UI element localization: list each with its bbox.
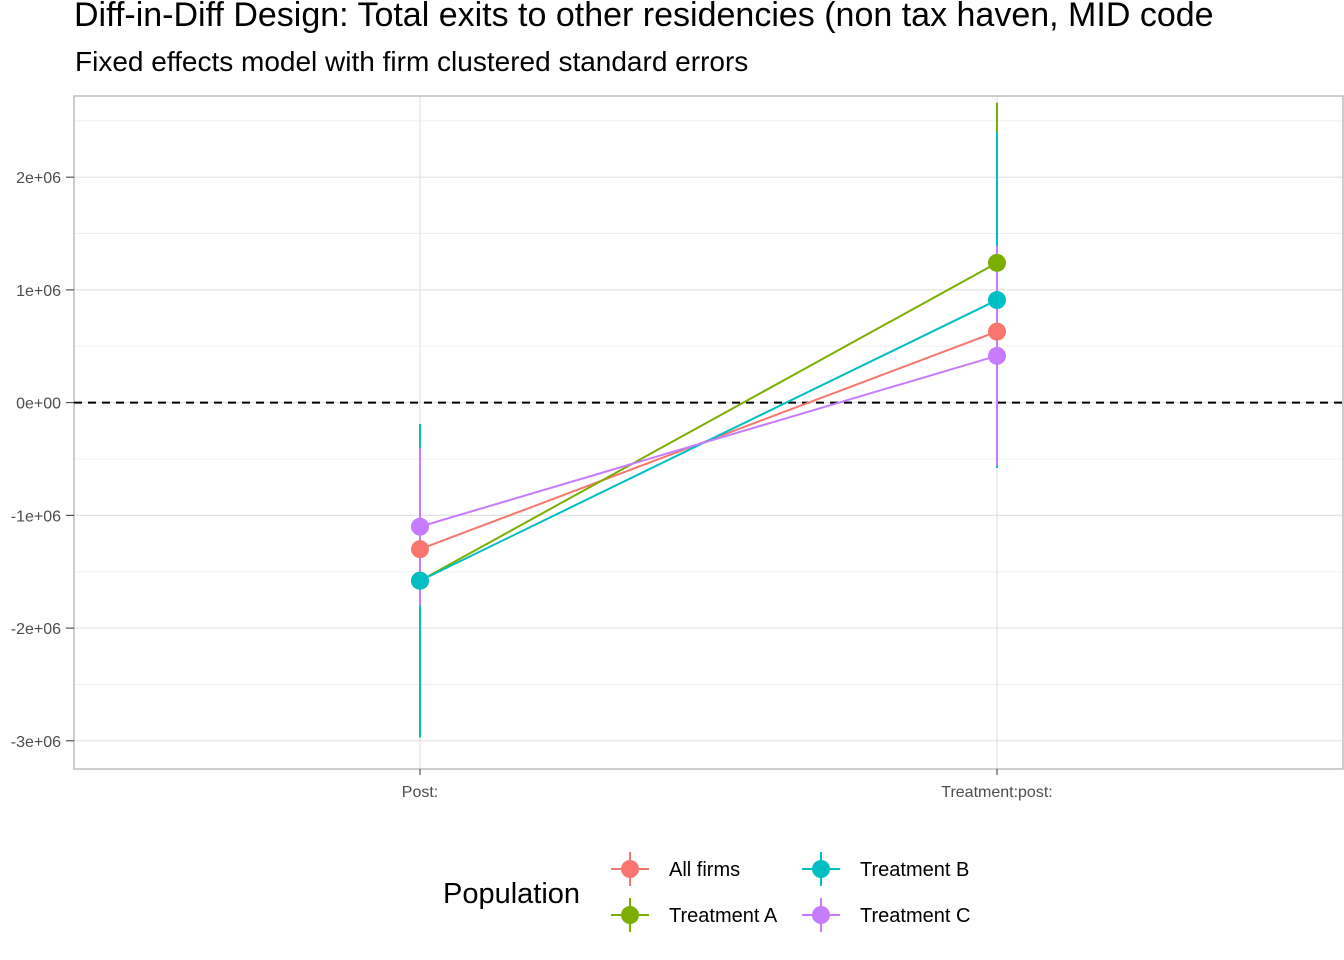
series-treatment-c-points	[411, 346, 1006, 536]
series-layer	[411, 102, 1006, 738]
data-point	[411, 517, 429, 536]
data-point	[988, 346, 1006, 365]
major-gridlines	[74, 96, 1343, 769]
y-axis-ticks: -3e+06 -2e+06 -1e+06 0e+00 1e+06 2e+06	[11, 170, 74, 751]
data-point	[411, 540, 429, 559]
x-axis-ticks: Post: Treatment:post:	[402, 769, 1053, 801]
plot-panel-border	[73, 95, 1344, 770]
legend-key-point	[812, 860, 830, 878]
legend-label: Treatment B	[860, 859, 969, 881]
legend-key-point	[621, 906, 639, 924]
series-treatment-a-errorbars	[419, 102, 998, 738]
legend-item-all-firms: All firms	[611, 852, 740, 886]
legend-item-treatment-c: Treatment C	[802, 898, 970, 932]
legend-label: Treatment C	[860, 905, 970, 927]
chart-title: Diff-in-Diff Design: Total exits to othe…	[74, 0, 1214, 34]
legend-label: All firms	[669, 859, 740, 881]
legend-key-point	[621, 860, 639, 878]
series-treatment-c-line-group	[419, 354, 998, 528]
data-point	[411, 571, 429, 590]
x-tick-label: Post:	[402, 784, 438, 801]
data-point	[988, 291, 1006, 310]
y-tick-label: 1e+06	[16, 283, 61, 300]
series-treatment-c-errorbars	[419, 245, 998, 606]
legend-title: Population	[443, 878, 580, 910]
series-treatment-b-errorbars	[419, 132, 998, 738]
chart-subtitle: Fixed effects model with firm clustered …	[75, 46, 749, 77]
x-tick-label: Treatment:post:	[941, 784, 1052, 801]
series-line-treatment-a	[419, 261, 998, 582]
legend: Population All firms Treatment B Treatment …	[443, 852, 970, 932]
y-tick-label: 2e+06	[16, 170, 61, 187]
legend-item-treatment-a: Treatment A	[611, 898, 778, 932]
y-tick-label: -2e+06	[11, 621, 61, 638]
series-all-firms-errorbars	[419, 260, 998, 626]
series-treatment-b-points	[411, 291, 1006, 590]
series-line-treatment-c	[419, 354, 998, 528]
legend-key-point	[812, 906, 830, 924]
legend-label: Treatment A	[669, 905, 778, 927]
y-tick-label: 0e+00	[16, 396, 61, 413]
minor-gridlines	[74, 120, 1343, 685]
series-all-firms-points	[411, 322, 1006, 559]
legend-item-treatment-b: Treatment B	[802, 852, 969, 886]
data-point	[988, 322, 1006, 341]
y-tick-label: -1e+06	[11, 508, 61, 525]
series-treatment-a-line-group	[419, 261, 998, 582]
y-tick-label: -3e+06	[11, 734, 61, 751]
data-point	[988, 253, 1006, 272]
